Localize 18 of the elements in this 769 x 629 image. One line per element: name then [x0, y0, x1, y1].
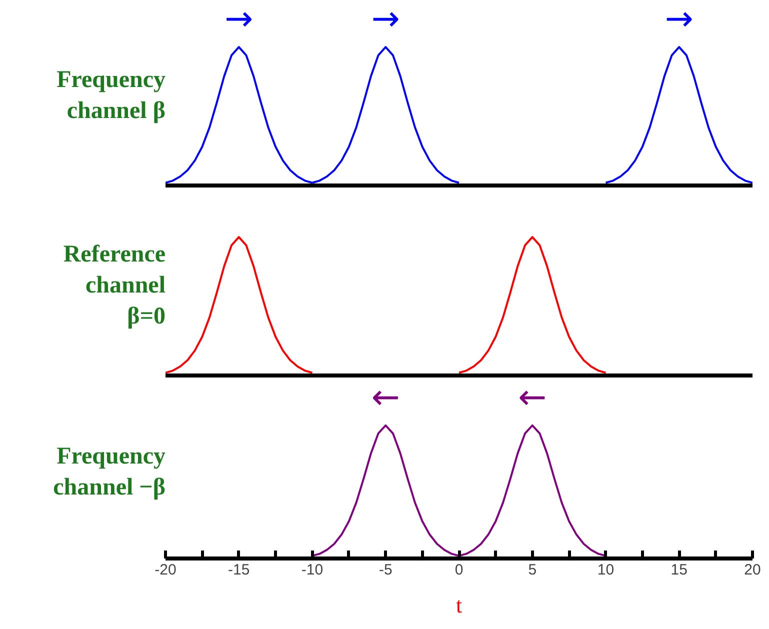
x-tick-label: -20 [154, 562, 176, 578]
text: ← [518, 377, 547, 418]
y-axis-title: Reference channel β=0 [63, 241, 166, 330]
y-axis-title: Frequency channel −β [53, 443, 166, 501]
x-tick-label: 20 [744, 562, 761, 578]
x-tick-label: 15 [670, 562, 688, 578]
text: → [224, 0, 254, 40]
x-axis-title: t [456, 592, 462, 618]
text: ← [371, 377, 400, 418]
x-tick-label: 0 [454, 562, 464, 578]
x-tick-label: -5 [378, 562, 392, 578]
text: → [371, 0, 400, 40]
text: → [664, 0, 694, 40]
x-tick-label: -15 [228, 562, 250, 578]
x-tick-label: 5 [528, 562, 537, 578]
y-axis-title: Frequency channel β [56, 66, 166, 124]
x-tick-label: 10 [597, 562, 614, 578]
x-tick-label: -10 [301, 562, 324, 578]
